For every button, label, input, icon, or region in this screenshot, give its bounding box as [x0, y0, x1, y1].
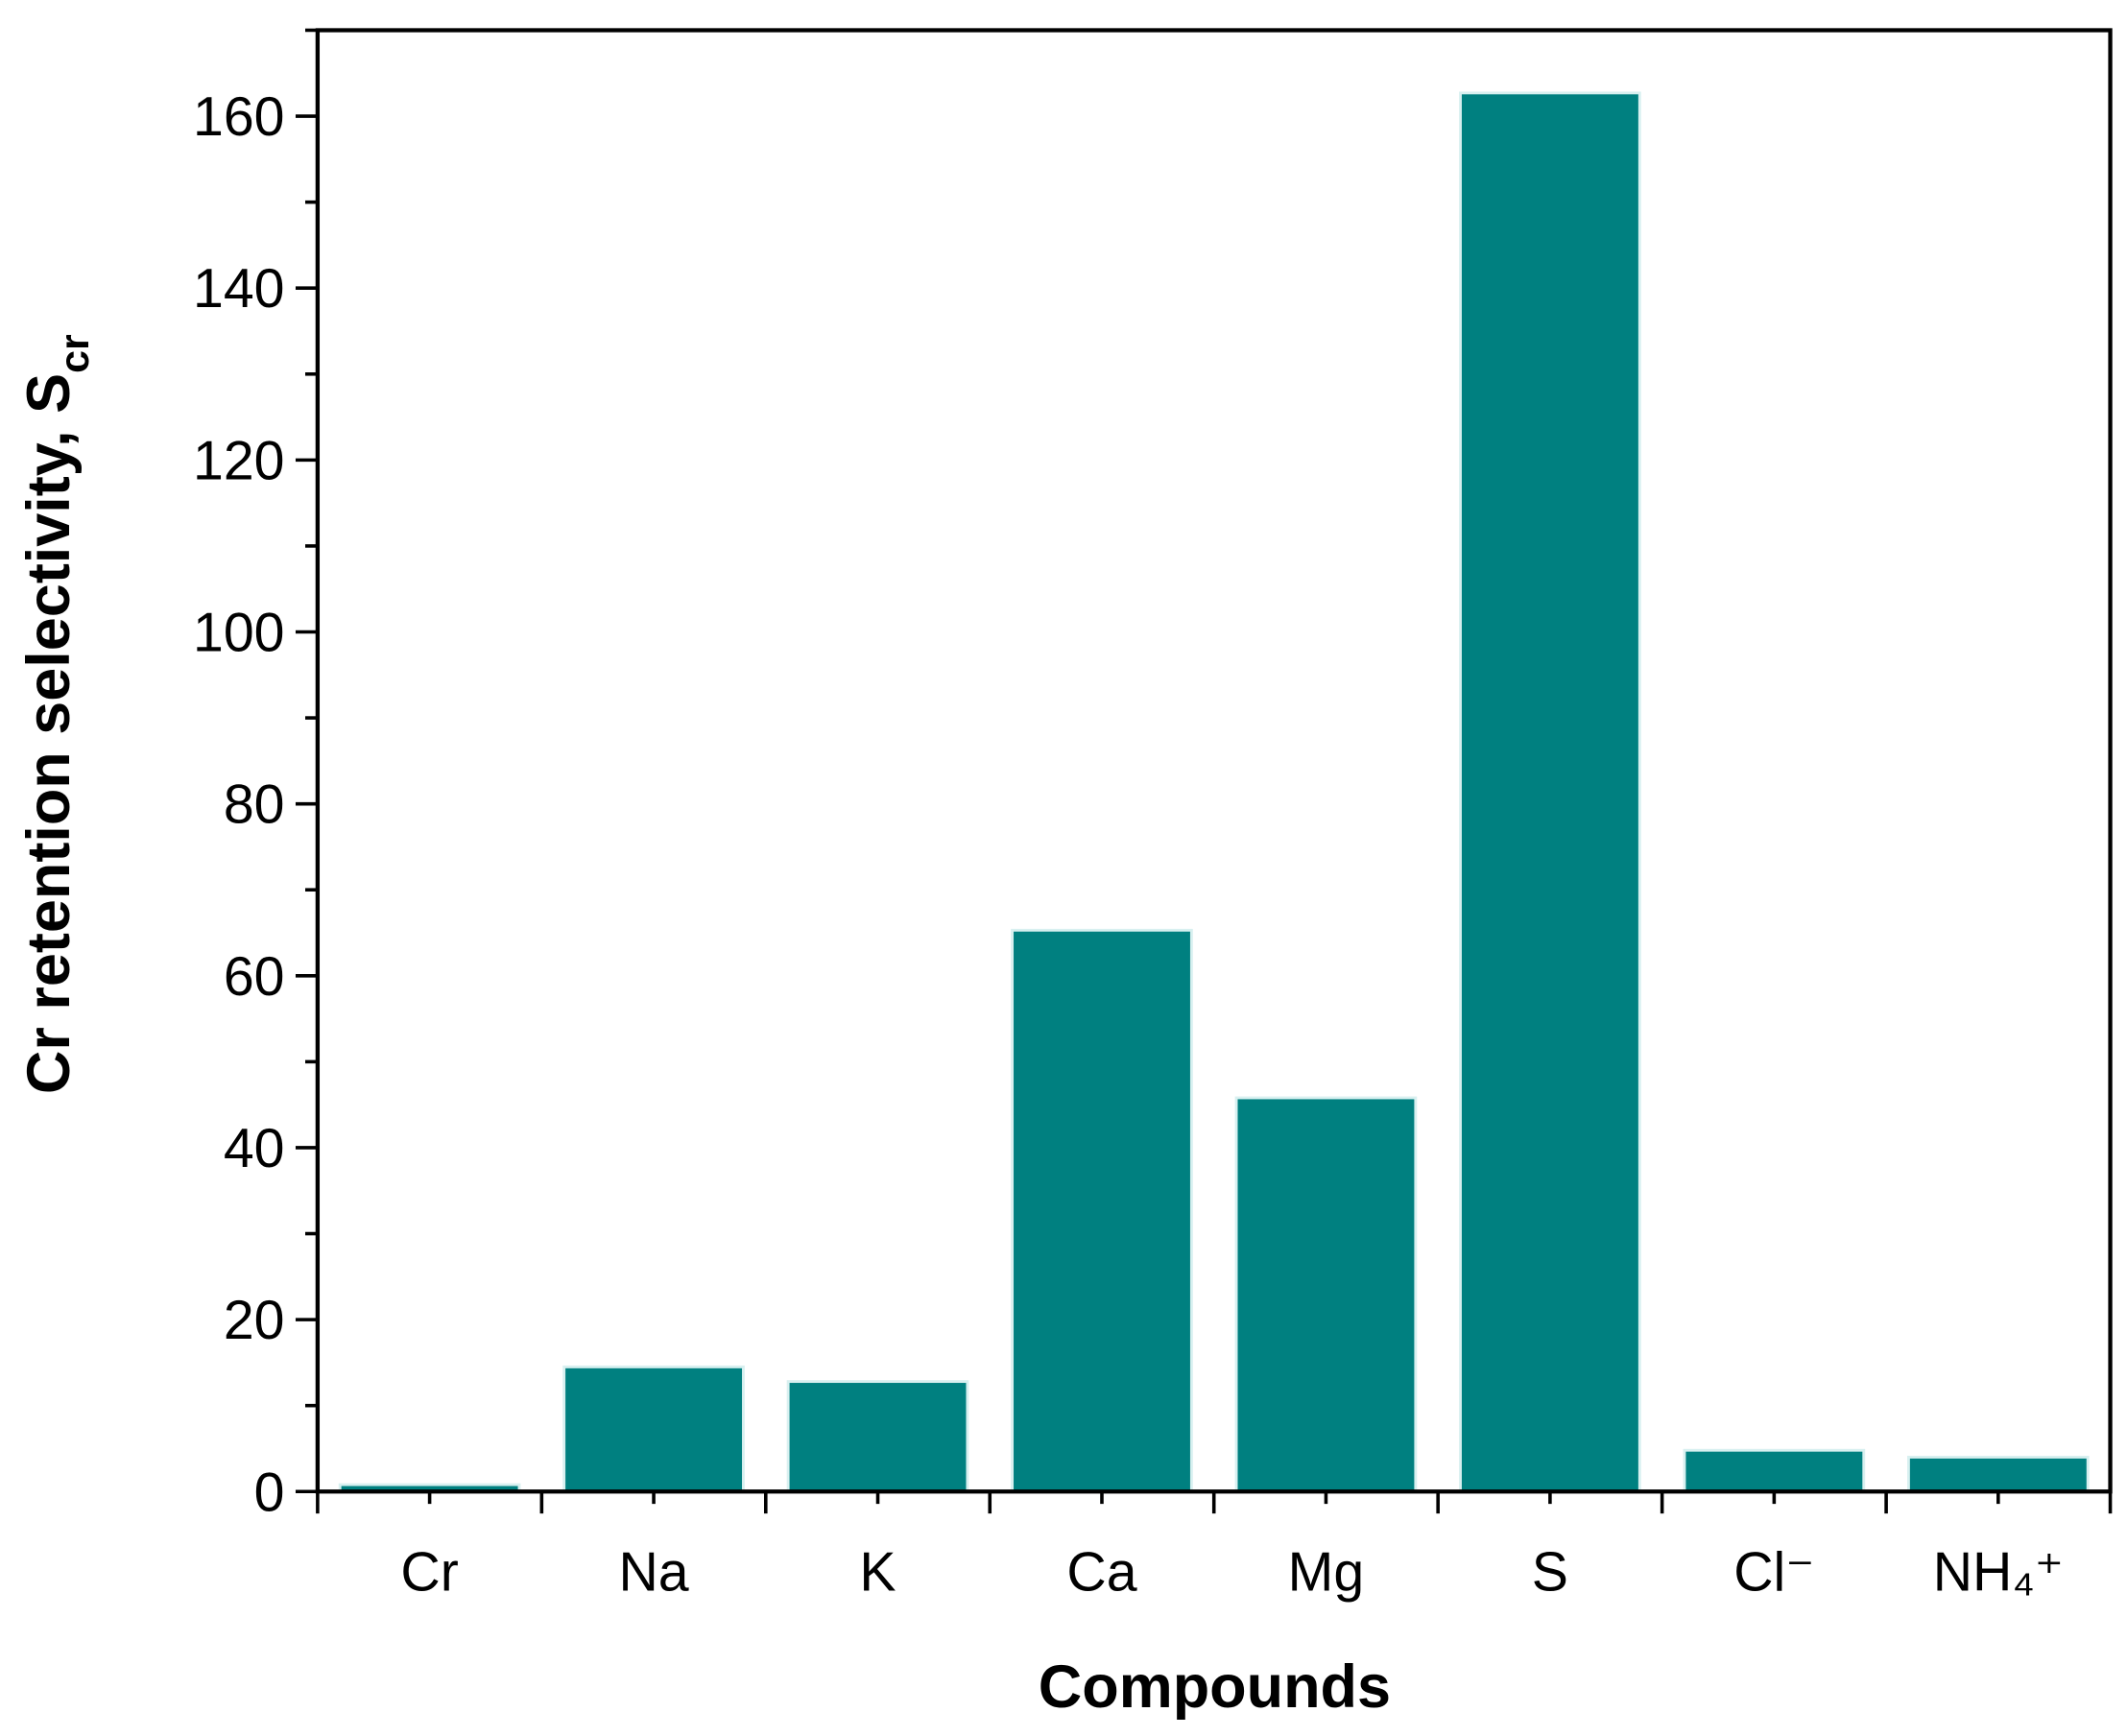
y-tick-label: 160	[193, 86, 284, 148]
x-tick-label: K	[859, 1541, 896, 1603]
x-tick-label: NH₄⁺	[1933, 1541, 2064, 1603]
bar	[786, 1380, 969, 1493]
bar	[1234, 1096, 1418, 1493]
bar	[562, 1365, 745, 1493]
y-axis-label-sub: cr	[52, 334, 98, 373]
plot-frame	[315, 28, 2113, 1494]
x-tick-label: Cr	[400, 1541, 458, 1603]
y-tick-label: 60	[224, 946, 285, 1008]
x-tick-label: Mg	[1288, 1541, 1365, 1603]
bar	[1907, 1455, 2090, 1493]
y-tick-label: 80	[224, 774, 285, 836]
y-tick-label: 100	[193, 603, 284, 664]
y-tick-label: 140	[193, 258, 284, 320]
x-tick-label: Cl⁻	[1733, 1541, 1814, 1603]
x-tick-label: Na	[618, 1541, 688, 1603]
y-tick-label: 20	[224, 1290, 285, 1351]
x-axis-label: Compounds	[1039, 1653, 1391, 1721]
y-tick-label: 0	[254, 1462, 285, 1523]
y-tick-label: 120	[193, 430, 284, 491]
x-tick-label: S	[1532, 1541, 1568, 1603]
x-tick-label: Ca	[1066, 1541, 1136, 1603]
y-tick-label: 40	[224, 1118, 285, 1179]
y-axis-label-main: Cr retention selectivity, S	[15, 373, 83, 1094]
y-axis-label: Cr retention selectivity, Scr	[15, 334, 98, 1094]
bar	[1683, 1448, 1866, 1493]
bar	[1011, 928, 1193, 1493]
bar	[1459, 91, 1641, 1493]
